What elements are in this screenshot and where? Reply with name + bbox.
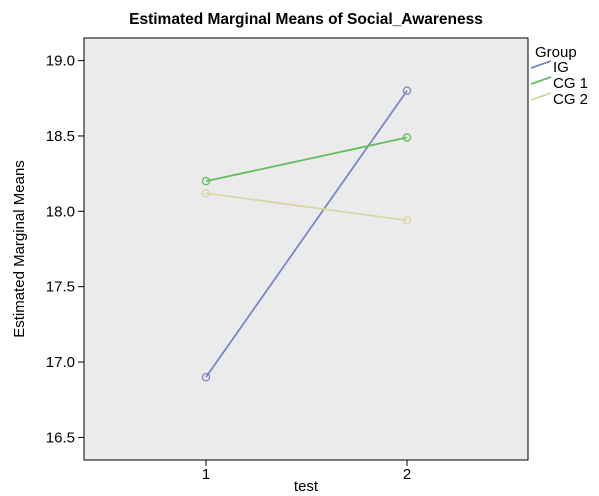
y-tick-label: 18.5 [46, 128, 75, 145]
legend-swatch [530, 60, 552, 69]
legend-title: Group [535, 44, 577, 61]
data-point [402, 133, 412, 142]
legend-label: CG 1 [553, 75, 588, 92]
data-point [201, 372, 211, 382]
legend-swatch [530, 76, 552, 85]
series-layer [201, 86, 412, 382]
y-tick-label: 17.0 [46, 354, 75, 371]
legend-label: CG 2 [553, 91, 588, 108]
plot-area [83, 37, 529, 461]
y-tick-label: 17.5 [46, 279, 75, 296]
x-axis-label: test [294, 478, 319, 495]
y-tick-label: 16.5 [46, 429, 75, 446]
series-ig [201, 86, 412, 382]
y-tick-label: 18.0 [46, 203, 75, 220]
chart-title: Estimated Marginal Means of Social_Aware… [129, 11, 483, 28]
data-point [402, 216, 412, 225]
series-cg-1 [201, 133, 412, 186]
series-cg-2 [201, 188, 412, 225]
series-line [205, 90, 408, 378]
legend-label: IG [553, 59, 569, 76]
data-point [402, 86, 412, 96]
y-axis: 16.5 17.0 17.5 18.0 18.5 19.0 [46, 53, 84, 446]
y-axis-label: Estimated Marginal Means [11, 160, 28, 338]
series-line [205, 136, 408, 183]
legend-swatch [530, 92, 552, 101]
x-tick-label: 1 [202, 466, 210, 483]
data-point [201, 176, 211, 186]
series-line [205, 192, 408, 222]
data-point [201, 188, 211, 198]
y-tick-label: 19.0 [46, 53, 75, 70]
x-tick-label: 2 [403, 466, 411, 483]
